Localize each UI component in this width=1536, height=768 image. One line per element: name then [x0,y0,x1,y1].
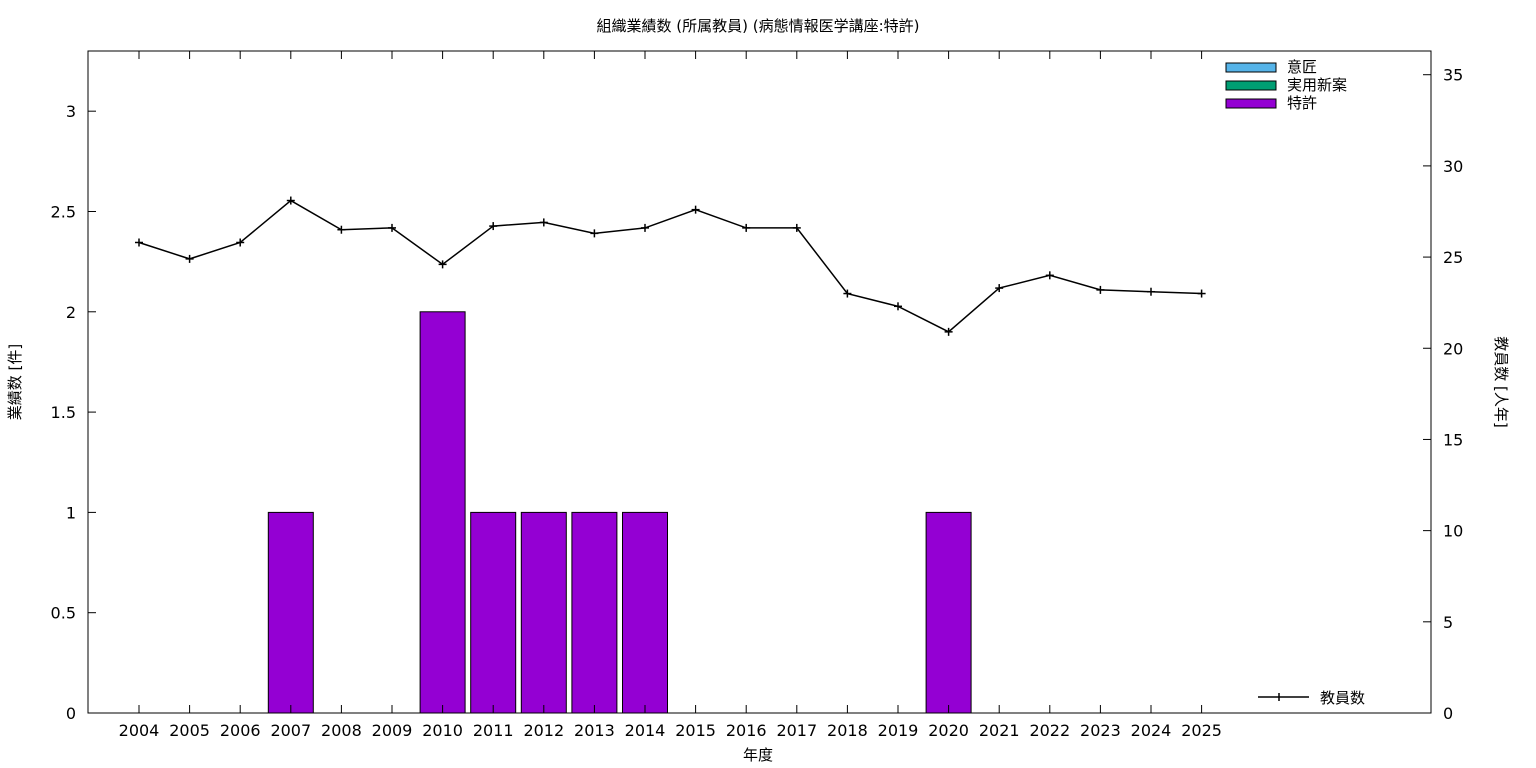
legend-label: 特許 [1287,94,1317,112]
plot-frame [87,50,1432,714]
bar [470,511,517,714]
y-tick-label: 3 [66,102,76,121]
bars-layer [267,311,972,714]
line-point [843,289,852,298]
legend-label: 意匠 [1287,58,1317,76]
line-point [590,229,599,238]
y2-tick-label: 10 [1443,522,1463,541]
y2-tick-label: 30 [1443,157,1463,176]
x-tick-label: 2025 [1181,721,1222,740]
x-tick-label: 2024 [1131,721,1172,740]
y-tick-label: 0.5 [51,604,76,623]
x-axis: 2004 2005 2006 2007 2008 2009 2010 2011 2012 2013… [119,51,1222,740]
legend-line: 教員数 [1258,689,1365,707]
x-tick-label: 2007 [270,721,311,740]
x-axis-label: 年度 [743,746,773,764]
x-tick-label: 2022 [1029,721,1070,740]
line-point [1045,271,1054,280]
y-tick-label: 2 [66,303,76,322]
legend-item: 意匠 [1225,58,1317,76]
line-point [438,260,447,269]
y-axis-right: 0 5 10 15 20 25 30 35 [1423,66,1463,723]
x-tick-label: 2009 [372,721,413,740]
chart-title: 組織業績数 (所属教員) (病態情報医学講座:特許) [596,17,919,35]
x-tick-label: 2008 [321,721,362,740]
x-tick-label: 2017 [776,721,817,740]
y-axis-label: 業績数 [件] [6,344,24,420]
x-tick-label: 2020 [928,721,969,740]
y-axis-left: 0 0.5 1 1.5 2 2.5 3 [51,102,96,723]
y2-tick-label: 15 [1443,430,1463,449]
line-point [286,196,295,205]
legend-line-label: 教員数 [1320,689,1365,707]
line-point [539,218,548,227]
x-tick-label: 2012 [523,721,564,740]
line-point [894,302,902,311]
line-point [641,223,649,232]
line-point [135,238,143,247]
line-point [337,225,346,234]
x-tick-label: 2006 [220,721,261,740]
x-tick-label: 2018 [827,721,868,740]
line-point [185,254,194,263]
y-tick-label: 0 [66,704,76,723]
line-point [489,222,498,231]
x-tick-label: 2013 [574,721,615,740]
line-point [1197,289,1206,298]
legend-swatch [1225,98,1277,109]
y2-tick-label: 20 [1443,339,1463,358]
x-tick-label: 2016 [726,721,767,740]
line-point [1096,285,1105,294]
legend-swatch [1225,62,1277,73]
line-point [691,205,700,214]
line-series-path [138,199,1202,333]
x-tick-label: 2010 [422,721,463,740]
bar [571,511,618,714]
line-layer [135,196,1206,336]
bar [267,511,314,714]
x-tick-label: 2019 [878,721,919,740]
line-point [388,223,396,232]
bar [622,511,668,714]
x-tick-label: 2005 [169,721,210,740]
bar [419,311,466,714]
x-tick-label: 2004 [119,721,160,740]
x-tick-label: 2021 [979,721,1020,740]
bar [925,511,972,714]
legend-swatch [1225,80,1277,91]
bar [520,511,567,714]
y2-tick-label: 25 [1443,248,1463,267]
y-tick-label: 2.5 [51,202,76,221]
y2-axis-label: 教員数 [人年] [1492,336,1510,427]
x-tick-label: 2014 [625,721,666,740]
line-point [792,223,801,232]
line-point [742,223,751,232]
x-tick-label: 2015 [675,721,716,740]
line-point [995,284,1004,293]
y2-tick-label: 35 [1443,66,1463,85]
y-tick-label: 1 [66,503,76,522]
line-point [944,327,953,336]
y2-tick-label: 0 [1443,704,1453,723]
legend-item: 特許 [1225,94,1317,112]
y-tick-label: 1.5 [51,403,76,422]
line-point [236,238,245,247]
x-tick-label: 2011 [473,721,514,740]
x-tick-label: 2023 [1080,721,1121,740]
line-point [1147,287,1155,296]
legend-label: 実用新案 [1287,76,1347,94]
y2-tick-label: 5 [1443,613,1453,632]
legend-item: 実用新案 [1225,76,1347,94]
